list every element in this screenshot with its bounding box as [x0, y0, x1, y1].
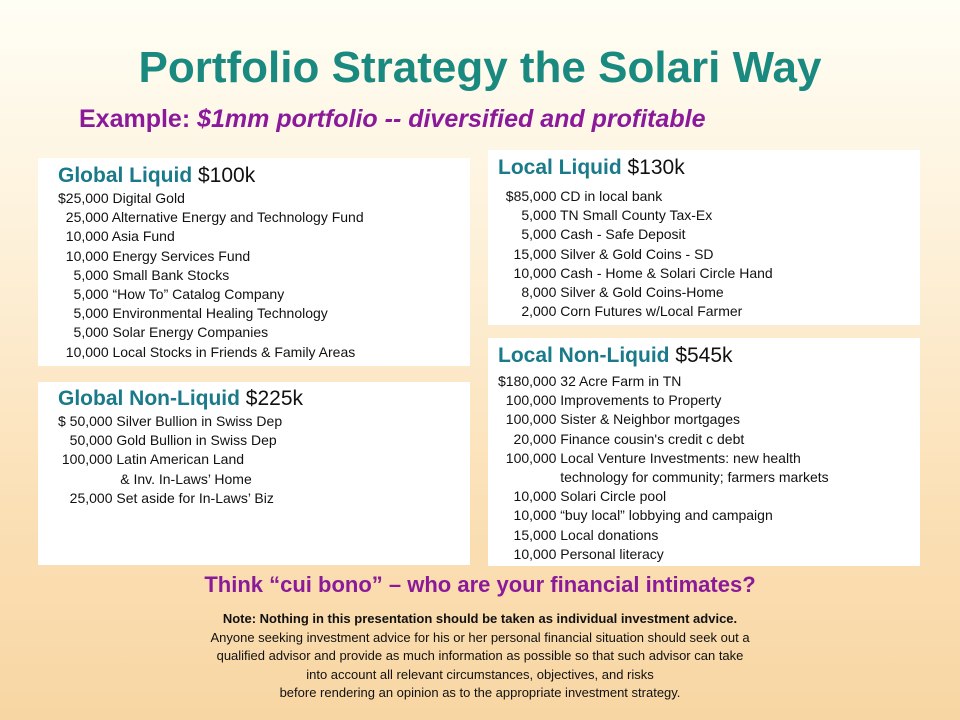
list-item: 100,000 Improvements to Property [498, 392, 722, 409]
disclaimer-note: Note: Nothing in this presentation shoul… [222, 611, 738, 626]
list-item: 5,000 TN Small County Tax-Ex [498, 207, 713, 224]
cui-bono-question: Think “cui bono” – who are your financia… [204, 572, 756, 597]
list-item: 8,000 Silver & Gold Coins-Home [498, 284, 724, 301]
global-liquid-amount: $100k [192, 164, 256, 187]
page-subtitle: Example: $1mm portfolio -- diversified a… [79, 104, 706, 134]
list-item: 10,000 Cash - Home & Solari Circle Hand [498, 264, 773, 281]
list-item: 10,000 Asia Fund [58, 228, 175, 245]
list-item: 15,000 Local donations [498, 526, 659, 543]
global-liquid-box: Global Liquid $100k $25,000 Digital Gold… [38, 158, 470, 366]
list-item: 50,000 Gold Bullion in Swiss Dep [58, 432, 277, 449]
global-nonliquid-amount: $225k [239, 387, 304, 410]
list-item: 25,000 Alternative Energy and Technology… [58, 209, 364, 226]
list-item: $180,000 32 Acre Farm in TN [498, 373, 682, 389]
disclaimer-line: qualified advisor and provide as much in… [216, 648, 744, 663]
global-liquid-list: $25,000 Digital Gold 25,000 Alternative … [58, 189, 364, 362]
subtitle-emphasis: $1mm portfolio -- diversified and profit… [197, 105, 706, 133]
disclaimer: Note: Nothing in this presentation shoul… [0, 610, 960, 703]
list-item: 5,000 Environmental Healing Technology [58, 305, 328, 322]
global-nonliquid-label: Global Non-Liquid [58, 387, 240, 410]
global-liquid-heading: Global Liquid $100k [58, 163, 255, 189]
list-item: 15,000 Silver & Gold Coins - SD [498, 245, 714, 262]
list-item: 10,000 Solari Circle pool [498, 488, 667, 505]
list-item: 5,000 “How To” Catalog Company [58, 286, 285, 303]
list-item: $85,000 CD in local bank [498, 188, 663, 204]
local-nonliquid-box: Local Non-Liquid $545k $180,000 32 Acre … [488, 338, 920, 566]
local-nonliquid-list: $180,000 32 Acre Farm in TN 100,000 Impr… [498, 372, 829, 564]
list-item: & Inv. In-Laws’ Home [58, 470, 252, 487]
list-item: 5,000 Cash - Safe Deposit [498, 226, 686, 243]
local-liquid-heading: Local Liquid $130k [498, 155, 685, 181]
list-item: 5,000 Small Bank Stocks [58, 266, 230, 283]
list-item: 20,000 Finance cousin's credit c debt [498, 430, 745, 447]
local-nonliquid-label: Local Non-Liquid [498, 344, 670, 367]
list-item: 10,000 Personal literacy [498, 545, 664, 562]
list-item: 100,000 Sister & Neighbor mortgages [498, 411, 741, 428]
list-item: 100,000 Latin American Land [58, 451, 245, 468]
local-liquid-label: Local Liquid [498, 156, 622, 179]
disclaimer-line: Anyone seeking investment advice for his… [210, 629, 750, 645]
list-item: $25,000 Digital Gold [58, 190, 185, 206]
list-item: 2,000 Corn Futures w/Local Farmer [498, 303, 743, 320]
list-item: 100,000 Local Venture Investments: new h… [498, 449, 801, 466]
list-item: 10,000 Local Stocks in Friends & Family … [58, 343, 356, 360]
global-nonliquid-box: Global Non-Liquid $225k $ 50,000 Silver … [38, 382, 470, 565]
subtitle-prefix: Example: [79, 105, 198, 133]
local-nonliquid-heading: Local Non-Liquid $545k [498, 343, 733, 369]
list-item: 5,000 Solar Energy Companies [58, 324, 269, 341]
page-title: Portfolio Strategy the Solari Way [138, 43, 822, 92]
global-nonliquid-heading: Global Non-Liquid $225k [58, 386, 303, 412]
local-liquid-amount: $130k [621, 156, 685, 179]
local-nonliquid-amount: $545k [669, 344, 733, 367]
list-item: technology for community; farmers market… [498, 469, 829, 486]
disclaimer-line: into account all relevant circumstances,… [306, 666, 654, 682]
local-liquid-list: $85,000 CD in local bank 5,000 TN Small … [498, 187, 773, 321]
disclaimer-line: before rendering an opinion as to the ap… [279, 685, 681, 700]
list-item: 25,000 Set aside for In-Laws’ Biz [58, 489, 274, 506]
list-item: 10,000 “buy local” lobbying and campaign [498, 507, 773, 524]
local-liquid-box: Local Liquid $130k $85,000 CD in local b… [488, 150, 920, 325]
list-item: $ 50,000 Silver Bullion in Swiss Dep [58, 413, 283, 429]
global-liquid-label: Global Liquid [58, 164, 193, 187]
global-nonliquid-list: $ 50,000 Silver Bullion in Swiss Dep 50,… [58, 412, 282, 508]
list-item: 10,000 Energy Services Fund [58, 247, 251, 264]
